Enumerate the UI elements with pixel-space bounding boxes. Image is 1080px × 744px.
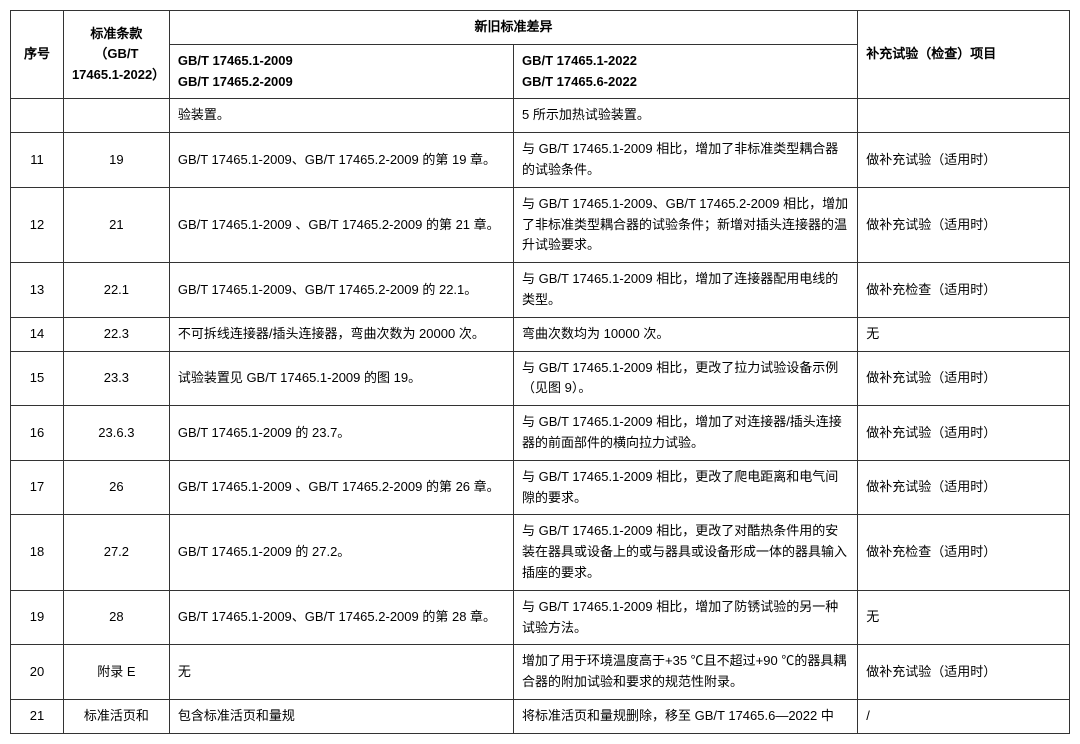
cell-seq: 11 <box>11 133 64 188</box>
cell-old-std: GB/T 17465.1-2009 的 23.7。 <box>169 406 513 461</box>
header-old-std-line1: GB/T 17465.1-2009 <box>178 51 505 72</box>
cell-clause: 26 <box>63 460 169 515</box>
cell-supplement: 做补充检查（适用时） <box>858 263 1070 318</box>
cell-new-std: 与 GB/T 17465.1-2009 相比，增加了连接器配用电线的类型。 <box>514 263 858 318</box>
cell-seq: 15 <box>11 351 64 406</box>
header-new-std: GB/T 17465.1-2022 GB/T 17465.6-2022 <box>514 44 858 99</box>
cell-old-std: 无 <box>169 645 513 700</box>
cell-supplement: 做补充试验（适用时） <box>858 351 1070 406</box>
header-seq: 序号 <box>11 11 64 99</box>
cell-clause: 23.3 <box>63 351 169 406</box>
cell-supplement: 无 <box>858 317 1070 351</box>
table-header: 序号 标准条款（GB/T 17465.1-2022） 新旧标准差异 补充试验（检… <box>11 11 1070 99</box>
cell-clause: 28 <box>63 590 169 645</box>
cell-seq: 19 <box>11 590 64 645</box>
cell-old-std: GB/T 17465.1-2009 、GB/T 17465.2-2009 的第 … <box>169 187 513 262</box>
cell-old-std: GB/T 17465.1-2009、GB/T 17465.2-2009 的第 1… <box>169 133 513 188</box>
cell-old-std: GB/T 17465.1-2009、GB/T 17465.2-2009 的第 2… <box>169 590 513 645</box>
header-new-std-line1: GB/T 17465.1-2022 <box>522 51 849 72</box>
cell-clause: 19 <box>63 133 169 188</box>
table-row: 1726GB/T 17465.1-2009 、GB/T 17465.2-2009… <box>11 460 1070 515</box>
cell-seq: 20 <box>11 645 64 700</box>
table-row: 验装置。5 所示加热试验装置。 <box>11 99 1070 133</box>
table-row: 1827.2GB/T 17465.1-2009 的 27.2。与 GB/T 17… <box>11 515 1070 590</box>
table-row: 1928GB/T 17465.1-2009、GB/T 17465.2-2009 … <box>11 590 1070 645</box>
header-diff-group: 新旧标准差异 <box>169 11 857 45</box>
cell-new-std: 将标准活页和量规删除，移至 GB/T 17465.6—2022 中 <box>514 699 858 733</box>
cell-seq: 21 <box>11 699 64 733</box>
cell-clause: 23.6.3 <box>63 406 169 461</box>
cell-seq <box>11 99 64 133</box>
cell-new-std: 与 GB/T 17465.1-2009、GB/T 17465.2-2009 相比… <box>514 187 858 262</box>
cell-old-std: 试验装置见 GB/T 17465.1-2009 的图 19。 <box>169 351 513 406</box>
cell-supplement: 做补充试验（适用时） <box>858 645 1070 700</box>
cell-supplement: 做补充试验（适用时） <box>858 133 1070 188</box>
cell-supplement: / <box>858 699 1070 733</box>
cell-supplement: 无 <box>858 590 1070 645</box>
cell-new-std: 与 GB/T 17465.1-2009 相比，更改了拉力试验设备示例（见图 9）… <box>514 351 858 406</box>
cell-old-std: GB/T 17465.1-2009 、GB/T 17465.2-2009 的第 … <box>169 460 513 515</box>
cell-clause: 22.3 <box>63 317 169 351</box>
cell-seq: 16 <box>11 406 64 461</box>
table-row: 1221GB/T 17465.1-2009 、GB/T 17465.2-2009… <box>11 187 1070 262</box>
header-new-std-line2: GB/T 17465.6-2022 <box>522 72 849 93</box>
standards-diff-table: 序号 标准条款（GB/T 17465.1-2022） 新旧标准差异 补充试验（检… <box>10 10 1070 734</box>
cell-supplement <box>858 99 1070 133</box>
cell-old-std: GB/T 17465.1-2009 的 27.2。 <box>169 515 513 590</box>
cell-seq: 17 <box>11 460 64 515</box>
table-row: 20附录 E无增加了用于环境温度高于+35 ℃且不超过+90 ℃的器具耦合器的附… <box>11 645 1070 700</box>
cell-old-std: 验装置。 <box>169 99 513 133</box>
cell-clause: 22.1 <box>63 263 169 318</box>
table-row: 1322.1GB/T 17465.1-2009、GB/T 17465.2-200… <box>11 263 1070 318</box>
cell-new-std: 与 GB/T 17465.1-2009 相比，增加了对连接器/插头连接器的前面部… <box>514 406 858 461</box>
header-row-1: 序号 标准条款（GB/T 17465.1-2022） 新旧标准差异 补充试验（检… <box>11 11 1070 45</box>
cell-seq: 12 <box>11 187 64 262</box>
header-old-std-line2: GB/T 17465.2-2009 <box>178 72 505 93</box>
cell-supplement: 做补充检查（适用时） <box>858 515 1070 590</box>
cell-clause: 21 <box>63 187 169 262</box>
cell-seq: 14 <box>11 317 64 351</box>
cell-clause: 标准活页和 <box>63 699 169 733</box>
table-row: 1119GB/T 17465.1-2009、GB/T 17465.2-2009 … <box>11 133 1070 188</box>
cell-supplement: 做补充试验（适用时） <box>858 406 1070 461</box>
cell-new-std: 增加了用于环境温度高于+35 ℃且不超过+90 ℃的器具耦合器的附加试验和要求的… <box>514 645 858 700</box>
cell-new-std: 与 GB/T 17465.1-2009 相比，更改了爬电距离和电气间隙的要求。 <box>514 460 858 515</box>
cell-supplement: 做补充试验（适用时） <box>858 187 1070 262</box>
table-row: 1422.3不可拆线连接器/插头连接器，弯曲次数为 20000 次。弯曲次数均为… <box>11 317 1070 351</box>
cell-new-std: 弯曲次数均为 10000 次。 <box>514 317 858 351</box>
table-body: 验装置。5 所示加热试验装置。1119GB/T 17465.1-2009、GB/… <box>11 99 1070 733</box>
table-row: 21标准活页和包含标准活页和量规将标准活页和量规删除，移至 GB/T 17465… <box>11 699 1070 733</box>
cell-seq: 18 <box>11 515 64 590</box>
cell-clause: 附录 E <box>63 645 169 700</box>
header-clause: 标准条款（GB/T 17465.1-2022） <box>63 11 169 99</box>
cell-clause: 27.2 <box>63 515 169 590</box>
cell-new-std: 5 所示加热试验装置。 <box>514 99 858 133</box>
cell-new-std: 与 GB/T 17465.1-2009 相比，增加了防锈试验的另一种试验方法。 <box>514 590 858 645</box>
table-row: 1623.6.3GB/T 17465.1-2009 的 23.7。与 GB/T … <box>11 406 1070 461</box>
cell-seq: 13 <box>11 263 64 318</box>
cell-supplement: 做补充试验（适用时） <box>858 460 1070 515</box>
table-row: 1523.3试验装置见 GB/T 17465.1-2009 的图 19。与 GB… <box>11 351 1070 406</box>
cell-new-std: 与 GB/T 17465.1-2009 相比，增加了非标准类型耦合器的试验条件。 <box>514 133 858 188</box>
cell-old-std: GB/T 17465.1-2009、GB/T 17465.2-2009 的 22… <box>169 263 513 318</box>
header-supplement: 补充试验（检查）项目 <box>858 11 1070 99</box>
cell-old-std: 包含标准活页和量规 <box>169 699 513 733</box>
cell-new-std: 与 GB/T 17465.1-2009 相比，更改了对酷热条件用的安装在器具或设… <box>514 515 858 590</box>
cell-clause <box>63 99 169 133</box>
cell-old-std: 不可拆线连接器/插头连接器，弯曲次数为 20000 次。 <box>169 317 513 351</box>
header-old-std: GB/T 17465.1-2009 GB/T 17465.2-2009 <box>169 44 513 99</box>
